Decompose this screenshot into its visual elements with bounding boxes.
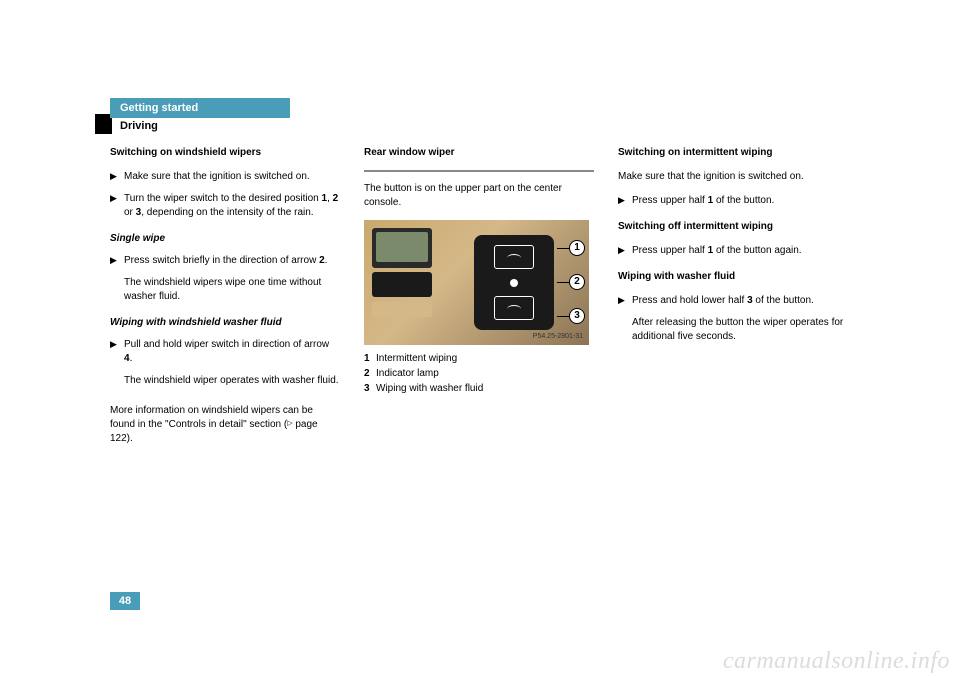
bullet-text: Press and hold lower half 3 of the butto… [632, 294, 848, 308]
indicator-led [510, 279, 518, 287]
bullet-arrow-icon: ▶ [110, 192, 124, 220]
figure-legend: 1 Intermittent wiping 2 Indicator lamp 3… [364, 351, 594, 396]
rocker-bottom [494, 296, 534, 320]
text: of the button again. [713, 245, 801, 256]
bullet-arrow-icon: ▶ [618, 194, 632, 208]
section-title: Driving [110, 120, 850, 132]
bullet-text: Turn the wiper switch to the desired pos… [124, 192, 340, 220]
text: . [130, 353, 133, 364]
bullet-arrow-icon: ▶ [618, 244, 632, 258]
bullet-arrow-icon: ▶ [110, 338, 124, 366]
paragraph: More information on windshield wipers ca… [110, 404, 340, 446]
text: Pull and hold wiper switch in direction … [124, 339, 329, 350]
radio-panel [372, 272, 432, 297]
bullet-text: Press switch briefly in the direction of… [124, 254, 340, 268]
divider [364, 170, 594, 172]
paragraph: The windshield wipers wipe one time with… [124, 276, 340, 304]
bullet-text: Press upper half 1 of the button again. [632, 244, 848, 258]
ref-num: 2 [333, 193, 339, 204]
callout-3: 3 [569, 308, 585, 324]
list-item: ▶ Turn the wiper switch to the desired p… [110, 192, 340, 220]
list-item: ▶ Press upper half 1 of the button again… [618, 244, 848, 258]
text: Press upper half [632, 245, 708, 256]
legend-item: 2 Indicator lamp [364, 366, 594, 381]
legend-num: 1 [364, 351, 376, 366]
text: Press and hold lower half [632, 295, 747, 306]
bullet-arrow-icon: ▶ [110, 254, 124, 268]
legend-text: Wiping with washer fluid [376, 381, 483, 396]
legend-item: 1 Intermittent wiping [364, 351, 594, 366]
content-columns: Switching on windshield wipers ▶ Make su… [110, 146, 850, 456]
text: More information on windshield wipers ca… [110, 405, 313, 430]
watermark: carmanualsonline.info [723, 648, 950, 675]
bullet-text: Make sure that the ignition is switched … [124, 170, 340, 184]
text: Turn the wiper switch to the desired pos… [124, 193, 322, 204]
paragraph: Make sure that the ignition is switched … [618, 170, 848, 184]
vent-strip [372, 302, 432, 317]
heading-intermittent-on: Switching on intermittent wiping [618, 146, 848, 160]
callout-2: 2 [569, 274, 585, 290]
legend-text: Intermittent wiping [376, 351, 457, 366]
column-right: Switching on intermittent wiping Make su… [618, 146, 848, 456]
heading-switching-on-wipers: Switching on windshield wipers [110, 146, 340, 160]
paragraph: The windshield wiper operates with washe… [124, 374, 340, 388]
legend-num: 3 [364, 381, 376, 396]
paragraph: The button is on the upper part on the c… [364, 182, 594, 210]
heading-intermittent-off: Switching off intermittent wiping [618, 220, 848, 234]
page-content: Getting started Driving Switching on win… [110, 98, 850, 456]
legend-num: 2 [364, 366, 376, 381]
subheading-single-wipe: Single wipe [110, 232, 340, 246]
text: Press upper half [632, 195, 708, 206]
bullet-text: Press upper half 1 of the button. [632, 194, 848, 208]
heading-wiping-washer: Wiping with washer fluid [618, 270, 848, 284]
subheading-washer-fluid: Wiping with windshield washer fluid [110, 316, 340, 330]
callout-1: 1 [569, 240, 585, 256]
nav-screen [376, 232, 428, 262]
legend-text: Indicator lamp [376, 366, 439, 381]
column-middle: Rear window wiper The button is on the u… [364, 146, 594, 456]
wiper-button-module [474, 235, 554, 330]
column-left: Switching on windshield wipers ▶ Make su… [110, 146, 340, 456]
text: of the button. [713, 195, 774, 206]
page-number: 48 [110, 592, 140, 610]
list-item: ▶ Pull and hold wiper switch in directio… [110, 338, 340, 366]
wiper-icon [507, 305, 521, 313]
legend-item: 3 Wiping with washer fluid [364, 381, 594, 396]
rocker-top [494, 245, 534, 269]
wiper-icon [507, 254, 521, 262]
bullet-text: Pull and hold wiper switch in direction … [124, 338, 340, 366]
text: Press switch briefly in the direction of… [124, 255, 319, 266]
bullet-arrow-icon: ▶ [110, 170, 124, 184]
text: . [325, 255, 328, 266]
figure-center-console: 1 2 3 P54.25-2801-31 [364, 220, 589, 345]
figure-code: P54.25-2801-31 [533, 332, 583, 342]
list-item: ▶ Press upper half 1 of the button. [618, 194, 848, 208]
heading-rear-wiper: Rear window wiper [364, 146, 594, 160]
text: , depending on the intensity of the rain… [141, 207, 313, 218]
bullet-arrow-icon: ▶ [618, 294, 632, 308]
list-item: ▶ Press and hold lower half 3 of the but… [618, 294, 848, 308]
paragraph: After releasing the button the wiper ope… [632, 316, 848, 344]
list-item: ▶ Make sure that the ignition is switche… [110, 170, 340, 184]
text: or [124, 207, 136, 218]
section-tab: Getting started [110, 98, 290, 118]
list-item: ▶ Press switch briefly in the direction … [110, 254, 340, 268]
text: of the button. [753, 295, 814, 306]
